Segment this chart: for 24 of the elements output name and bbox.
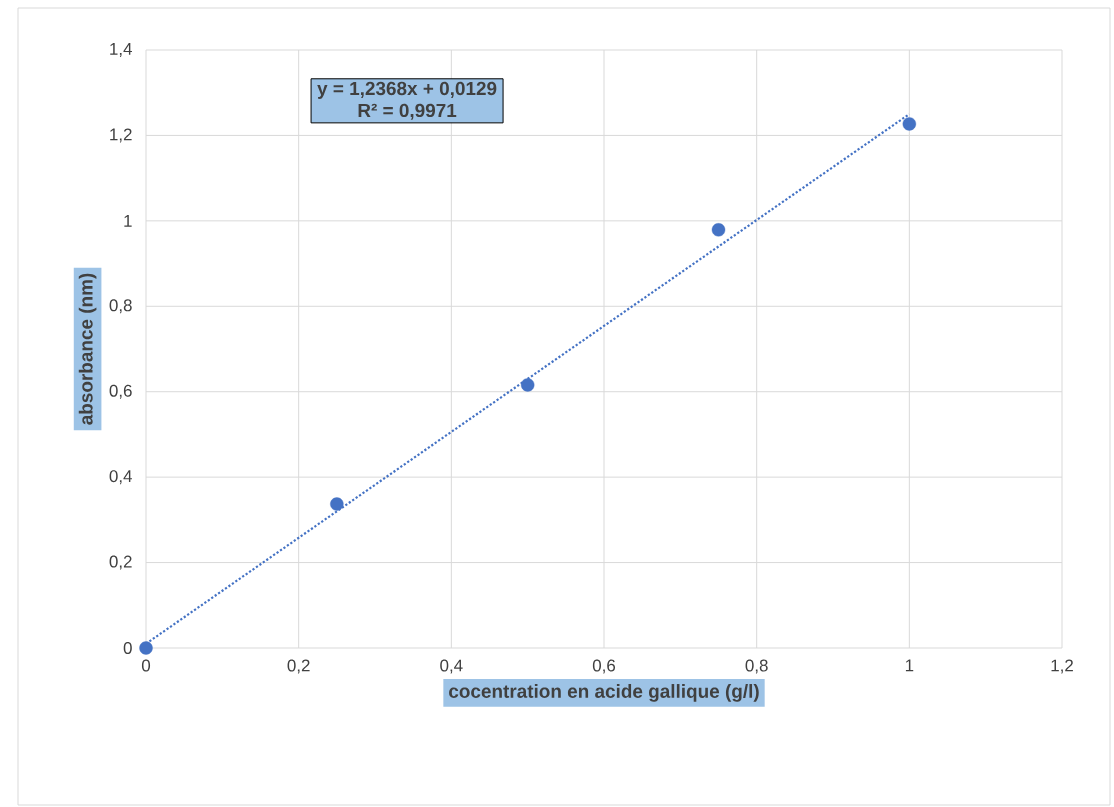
y-axis-title: absorbance (nm) — [78, 273, 97, 425]
annotation: y = 1,2368x + 0,0129 — [317, 81, 497, 99]
point — [902, 117, 917, 131]
x-tick-label: 0 — [141, 659, 151, 672]
y-tick-label: 1,2 — [110, 128, 132, 143]
x-tick-label: 1,2 — [1051, 659, 1073, 674]
point — [139, 641, 153, 655]
point — [711, 223, 726, 237]
y-tick-label: 0 — [123, 642, 132, 654]
y-tick-label: 0,8 — [109, 299, 132, 314]
point — [330, 497, 344, 511]
y-tick-label: 1 — [124, 215, 132, 227]
annotation: R² = 0,9971 — [358, 103, 457, 120]
y-tick-label: 0,2 — [109, 555, 132, 570]
x-tick-label: 0,8 — [745, 659, 768, 674]
y-tick-label: 1,4 — [110, 43, 132, 57]
x-tick-label: 0,6 — [592, 659, 616, 674]
y-tick-label: 0,6 — [109, 384, 132, 399]
x-tick-label: 0,2 — [287, 659, 310, 674]
x-axis-title: cocentration en acide gallique (g/l) — [449, 684, 759, 702]
x-tick-label: 0,4 — [440, 659, 463, 674]
y-tick-label: 0,4 — [109, 470, 132, 485]
point — [520, 378, 535, 392]
x-tick-label: 1 — [905, 659, 914, 672]
